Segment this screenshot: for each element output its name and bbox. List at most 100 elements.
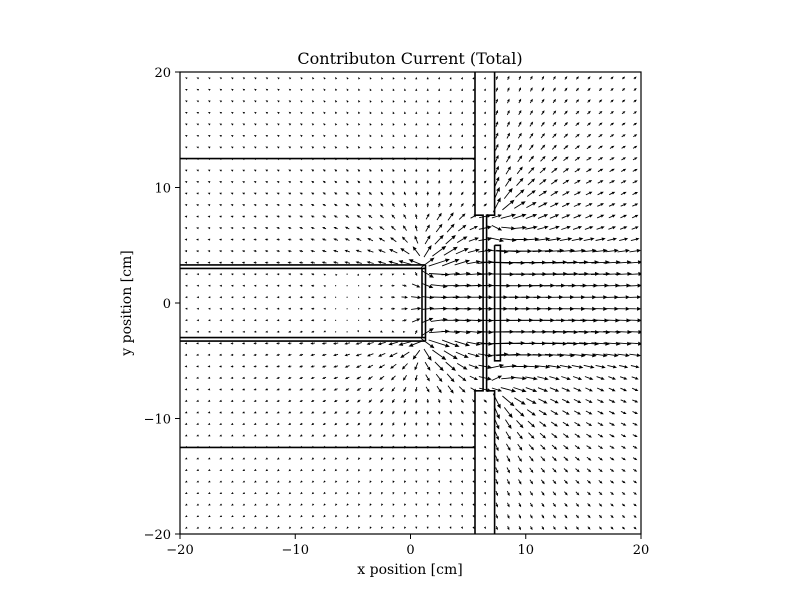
field-arrow [299, 250, 304, 253]
field-arrow [585, 214, 593, 219]
field-arrow [537, 376, 549, 381]
field-arrow [392, 168, 395, 172]
field-arrow [506, 132, 510, 139]
field-arrow [288, 88, 292, 91]
field-arrow [358, 480, 361, 483]
field-arrow [540, 121, 545, 127]
field-arrow [346, 123, 349, 126]
field-arrow [449, 145, 452, 149]
field-arrow [629, 248, 641, 253]
field-arrow [358, 515, 361, 518]
field-arrow [208, 273, 211, 276]
field-arrow [575, 491, 580, 496]
field-arrow [401, 307, 408, 311]
field-arrow [265, 503, 269, 506]
field-arrow [323, 480, 326, 483]
field-arrow [196, 515, 199, 518]
field-arrow [564, 514, 568, 519]
field-arrow [514, 397, 526, 405]
field-arrow [415, 503, 418, 507]
field-arrow [299, 238, 304, 241]
field-arrow [231, 111, 234, 114]
field-arrow [438, 122, 441, 126]
field-arrow [357, 330, 359, 333]
field-arrow [369, 503, 372, 507]
field-arrow [609, 157, 615, 161]
field-arrow [355, 342, 362, 345]
field-arrow [369, 491, 372, 495]
field-arrow [358, 285, 360, 287]
field-arrow [392, 145, 395, 149]
field-arrow [276, 434, 280, 437]
field-arrow [230, 146, 234, 149]
field-arrow [632, 192, 638, 196]
field-arrow [299, 434, 303, 437]
field-arrow [541, 110, 545, 115]
field-arrow [449, 480, 452, 484]
field-arrow [242, 457, 245, 460]
field-arrow [596, 214, 605, 219]
field-arrow [632, 457, 638, 461]
field-arrow [335, 308, 337, 310]
field-arrow [254, 100, 257, 103]
field-arrow [380, 307, 384, 310]
field-arrow [288, 526, 292, 529]
field-arrow [449, 180, 452, 184]
field-arrow [196, 376, 199, 379]
field-arrow [629, 306, 641, 311]
field-arrow [300, 123, 303, 126]
field-arrow [265, 284, 269, 287]
field-arrow [287, 261, 292, 264]
field-arrow [415, 168, 418, 172]
field-arrow [323, 100, 326, 103]
field-arrow [355, 261, 362, 264]
field-arrow [358, 296, 360, 298]
field-arrow [443, 350, 458, 360]
field-arrow [460, 134, 463, 138]
field-arrow [344, 353, 350, 357]
field-arrow [597, 203, 604, 207]
field-arrow [322, 169, 326, 172]
field-arrow [277, 88, 280, 91]
field-arrow [426, 191, 429, 196]
field-arrow [265, 88, 269, 91]
field-arrow [276, 238, 280, 241]
field-arrow [392, 122, 395, 126]
field-arrow [265, 422, 268, 425]
field-arrow [595, 364, 606, 369]
field-arrow [265, 77, 269, 80]
field-arrow [230, 353, 234, 356]
field-arrow [564, 503, 568, 507]
field-arrow [230, 169, 234, 172]
field-arrow [456, 236, 468, 243]
field-arrow [287, 250, 292, 253]
field-arrow [219, 307, 222, 310]
field-arrow [277, 503, 280, 506]
field-arrow [575, 145, 580, 150]
field-arrow [196, 100, 199, 103]
field-arrow [403, 191, 407, 196]
field-arrow [586, 133, 592, 138]
field-arrow [242, 88, 246, 91]
field-arrow [610, 491, 614, 495]
field-arrow [333, 353, 339, 357]
field-arrow [367, 226, 373, 230]
field-arrow [609, 180, 615, 184]
field-arrow [242, 480, 246, 483]
field-arrow [380, 180, 384, 184]
field-arrow [356, 376, 362, 380]
field-arrow [185, 515, 188, 518]
field-arrow [507, 502, 510, 508]
field-arrow [323, 307, 326, 310]
field-arrow [219, 123, 222, 126]
field-arrow [207, 204, 211, 207]
field-arrow [276, 307, 280, 310]
field-arrow [517, 443, 523, 451]
field-arrow [621, 145, 626, 149]
field-arrow [586, 468, 592, 473]
field-arrow [562, 398, 570, 404]
field-arrow [357, 273, 359, 276]
field-arrow [388, 260, 399, 265]
field-arrow [621, 134, 626, 138]
field-arrow [617, 248, 630, 253]
